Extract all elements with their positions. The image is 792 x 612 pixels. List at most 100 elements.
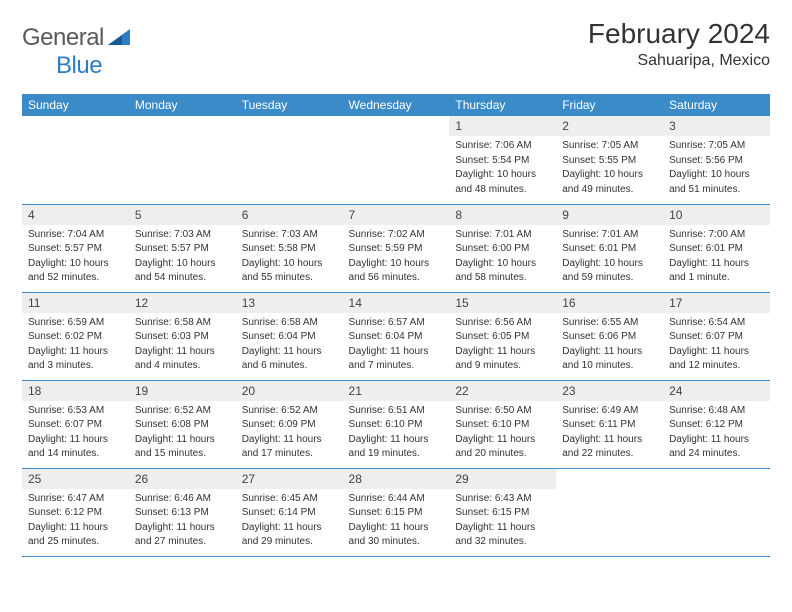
day-detail-line: Daylight: 11 hours: [242, 433, 337, 447]
day-detail-line: Daylight: 11 hours: [135, 521, 230, 535]
day-detail-line: Daylight: 10 hours: [562, 168, 657, 182]
day-detail-line: Sunset: 6:10 PM: [349, 418, 444, 432]
day-detail-line: and 56 minutes.: [349, 271, 444, 285]
calendar-day-cell: 20Sunrise: 6:52 AMSunset: 6:09 PMDayligh…: [236, 380, 343, 468]
day-detail-line: Sunset: 6:12 PM: [28, 506, 123, 520]
day-detail-line: Sunset: 6:01 PM: [562, 242, 657, 256]
weekday-header: Wednesday: [343, 94, 450, 116]
day-number: 23: [556, 381, 663, 401]
day-detail-line: Sunset: 6:07 PM: [669, 330, 764, 344]
day-detail-line: Daylight: 11 hours: [242, 521, 337, 535]
day-detail-line: Sunrise: 6:58 AM: [242, 316, 337, 330]
day-details: Sunrise: 6:59 AMSunset: 6:02 PMDaylight:…: [22, 313, 129, 378]
day-detail-line: Sunrise: 6:54 AM: [669, 316, 764, 330]
weekday-header: Tuesday: [236, 94, 343, 116]
calendar-day-cell: 17Sunrise: 6:54 AMSunset: 6:07 PMDayligh…: [663, 292, 770, 380]
day-detail-line: Daylight: 11 hours: [669, 257, 764, 271]
calendar-day-cell: 25Sunrise: 6:47 AMSunset: 6:12 PMDayligh…: [22, 468, 129, 556]
logo-text-general: General: [22, 24, 104, 52]
day-detail-line: Sunrise: 6:58 AM: [135, 316, 230, 330]
calendar-day-cell: 27Sunrise: 6:45 AMSunset: 6:14 PMDayligh…: [236, 468, 343, 556]
day-details: Sunrise: 6:58 AMSunset: 6:03 PMDaylight:…: [129, 313, 236, 378]
day-detail-line: Sunset: 5:54 PM: [455, 154, 550, 168]
day-detail-line: Daylight: 11 hours: [349, 345, 444, 359]
day-details: Sunrise: 6:54 AMSunset: 6:07 PMDaylight:…: [663, 313, 770, 378]
day-detail-line: and 29 minutes.: [242, 535, 337, 549]
calendar-day-cell: 5Sunrise: 7:03 AMSunset: 5:57 PMDaylight…: [129, 204, 236, 292]
day-detail-line: and 30 minutes.: [349, 535, 444, 549]
day-details: Sunrise: 7:01 AMSunset: 6:00 PMDaylight:…: [449, 225, 556, 290]
day-detail-line: Sunrise: 6:52 AM: [135, 404, 230, 418]
day-detail-line: Sunset: 6:02 PM: [28, 330, 123, 344]
calendar-day-cell: 14Sunrise: 6:57 AMSunset: 6:04 PMDayligh…: [343, 292, 450, 380]
calendar-week-row: 11Sunrise: 6:59 AMSunset: 6:02 PMDayligh…: [22, 292, 770, 380]
day-detail-line: and 49 minutes.: [562, 183, 657, 197]
calendar-day-cell: 15Sunrise: 6:56 AMSunset: 6:05 PMDayligh…: [449, 292, 556, 380]
day-number: 3: [663, 116, 770, 136]
day-detail-line: Daylight: 10 hours: [562, 257, 657, 271]
day-detail-line: Sunset: 5:55 PM: [562, 154, 657, 168]
calendar-day-cell: 6Sunrise: 7:03 AMSunset: 5:58 PMDaylight…: [236, 204, 343, 292]
day-details: Sunrise: 6:48 AMSunset: 6:12 PMDaylight:…: [663, 401, 770, 466]
day-detail-line: Daylight: 11 hours: [562, 433, 657, 447]
month-title: February 2024: [588, 18, 770, 50]
day-number: 26: [129, 469, 236, 489]
day-details: Sunrise: 6:58 AMSunset: 6:04 PMDaylight:…: [236, 313, 343, 378]
day-detail-line: Sunset: 6:00 PM: [455, 242, 550, 256]
day-detail-line: Daylight: 11 hours: [455, 521, 550, 535]
day-detail-line: and 20 minutes.: [455, 447, 550, 461]
day-detail-line: and 17 minutes.: [242, 447, 337, 461]
day-detail-line: Daylight: 11 hours: [28, 345, 123, 359]
day-detail-line: Sunset: 5:59 PM: [349, 242, 444, 256]
calendar-week-row: 18Sunrise: 6:53 AMSunset: 6:07 PMDayligh…: [22, 380, 770, 468]
calendar-day-cell: [663, 468, 770, 556]
day-detail-line: and 1 minute.: [669, 271, 764, 285]
calendar-day-cell: 4Sunrise: 7:04 AMSunset: 5:57 PMDaylight…: [22, 204, 129, 292]
day-details: Sunrise: 7:05 AMSunset: 5:55 PMDaylight:…: [556, 136, 663, 201]
day-detail-line: Daylight: 11 hours: [135, 433, 230, 447]
weekday-header: Saturday: [663, 94, 770, 116]
day-detail-line: and 9 minutes.: [455, 359, 550, 373]
day-detail-line: Sunrise: 7:05 AM: [562, 139, 657, 153]
day-detail-line: Daylight: 10 hours: [669, 168, 764, 182]
calendar-day-cell: 2Sunrise: 7:05 AMSunset: 5:55 PMDaylight…: [556, 116, 663, 204]
day-detail-line: and 14 minutes.: [28, 447, 123, 461]
day-detail-line: Sunset: 6:01 PM: [669, 242, 764, 256]
day-detail-line: Daylight: 11 hours: [669, 433, 764, 447]
calendar-day-cell: [343, 116, 450, 204]
day-detail-line: Sunrise: 6:49 AM: [562, 404, 657, 418]
calendar-day-cell: 13Sunrise: 6:58 AMSunset: 6:04 PMDayligh…: [236, 292, 343, 380]
weekday-header: Thursday: [449, 94, 556, 116]
day-number: 10: [663, 205, 770, 225]
day-details: Sunrise: 6:53 AMSunset: 6:07 PMDaylight:…: [22, 401, 129, 466]
day-detail-line: Sunrise: 6:47 AM: [28, 492, 123, 506]
day-number: 22: [449, 381, 556, 401]
day-detail-line: Daylight: 11 hours: [28, 433, 123, 447]
day-number: 5: [129, 205, 236, 225]
day-detail-line: and 48 minutes.: [455, 183, 550, 197]
day-detail-line: Sunset: 6:15 PM: [455, 506, 550, 520]
day-detail-line: Sunset: 6:14 PM: [242, 506, 337, 520]
day-number: 4: [22, 205, 129, 225]
day-detail-line: and 51 minutes.: [669, 183, 764, 197]
day-detail-line: and 22 minutes.: [562, 447, 657, 461]
day-detail-line: Sunset: 5:56 PM: [669, 154, 764, 168]
day-detail-line: Sunset: 5:57 PM: [28, 242, 123, 256]
day-detail-line: Sunset: 6:10 PM: [455, 418, 550, 432]
day-detail-line: Sunset: 6:05 PM: [455, 330, 550, 344]
calendar-day-cell: 29Sunrise: 6:43 AMSunset: 6:15 PMDayligh…: [449, 468, 556, 556]
day-detail-line: Sunrise: 6:56 AM: [455, 316, 550, 330]
calendar-day-cell: 7Sunrise: 7:02 AMSunset: 5:59 PMDaylight…: [343, 204, 450, 292]
calendar-day-cell: 9Sunrise: 7:01 AMSunset: 6:01 PMDaylight…: [556, 204, 663, 292]
calendar-day-cell: 26Sunrise: 6:46 AMSunset: 6:13 PMDayligh…: [129, 468, 236, 556]
weekday-header: Sunday: [22, 94, 129, 116]
day-number: 9: [556, 205, 663, 225]
day-detail-line: Daylight: 10 hours: [455, 257, 550, 271]
day-details: Sunrise: 6:44 AMSunset: 6:15 PMDaylight:…: [343, 489, 450, 554]
day-details: Sunrise: 7:01 AMSunset: 6:01 PMDaylight:…: [556, 225, 663, 290]
day-number: 25: [22, 469, 129, 489]
day-detail-line: Sunrise: 7:03 AM: [135, 228, 230, 242]
day-detail-line: and 12 minutes.: [669, 359, 764, 373]
day-detail-line: Sunrise: 7:05 AM: [669, 139, 764, 153]
day-details: Sunrise: 7:04 AMSunset: 5:57 PMDaylight:…: [22, 225, 129, 290]
